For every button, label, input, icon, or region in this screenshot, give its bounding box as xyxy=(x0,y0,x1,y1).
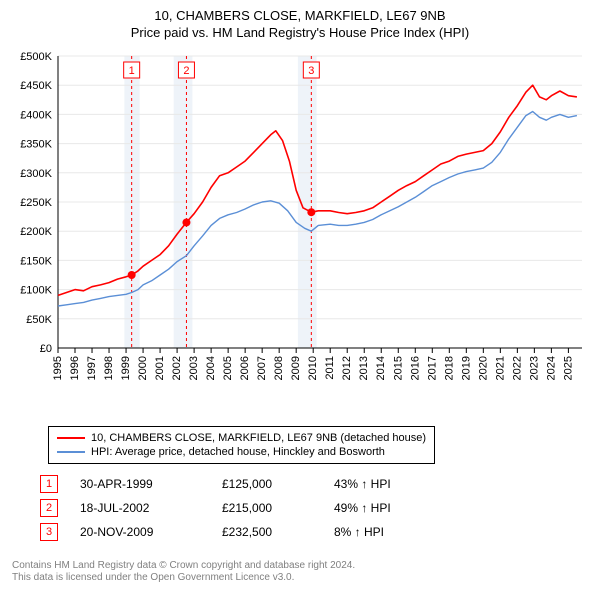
svg-text:1999: 1999 xyxy=(120,356,132,380)
price-chart: £0 £50K £100K £150K £200K £250K £300K £350K £400… xyxy=(10,48,590,418)
legend-item-property: 10, CHAMBERS CLOSE, MARKFIELD, LE67 9NB … xyxy=(57,431,426,445)
svg-text:1: 1 xyxy=(129,65,135,77)
svg-text:2007: 2007 xyxy=(256,356,268,380)
svg-text:£250K: £250K xyxy=(20,197,52,209)
svg-text:£400K: £400K xyxy=(20,109,52,121)
svg-text:£200K: £200K xyxy=(20,226,52,238)
legend-swatch-property xyxy=(57,437,85,439)
svg-text:2017: 2017 xyxy=(426,356,438,380)
legend-label-hpi: HPI: Average price, detached house, Hinc… xyxy=(91,445,385,459)
event-price: £125,000 xyxy=(222,477,312,491)
svg-text:2024: 2024 xyxy=(545,356,557,380)
event-price: £215,000 xyxy=(222,501,312,515)
svg-text:2003: 2003 xyxy=(188,356,200,380)
svg-text:3: 3 xyxy=(308,65,314,77)
svg-text:2014: 2014 xyxy=(375,356,387,380)
svg-text:1995: 1995 xyxy=(52,356,64,380)
event-pct: 43% ↑ HPI xyxy=(334,477,444,491)
svg-text:2020: 2020 xyxy=(477,356,489,380)
page-root: 10, CHAMBERS CLOSE, MARKFIELD, LE67 9NB … xyxy=(0,0,600,590)
transaction-list: 1 30-APR-1999 £125,000 43% ↑ HPI 2 18-JU… xyxy=(40,472,444,544)
svg-text:2010: 2010 xyxy=(307,356,319,380)
svg-text:1998: 1998 xyxy=(103,356,115,380)
svg-text:2001: 2001 xyxy=(154,356,166,380)
svg-text:£50K: £50K xyxy=(26,314,52,326)
attribution-line-2: This data is licensed under the Open Gov… xyxy=(12,572,355,584)
svg-text:2022: 2022 xyxy=(511,356,523,380)
svg-text:£300K: £300K xyxy=(20,168,52,180)
svg-text:1997: 1997 xyxy=(86,356,98,380)
legend-swatch-hpi xyxy=(57,451,85,453)
transaction-row: 2 18-JUL-2002 £215,000 49% ↑ HPI xyxy=(40,496,444,520)
event-date: 20-NOV-2009 xyxy=(80,525,200,539)
svg-text:2: 2 xyxy=(183,65,189,77)
legend-label-property: 10, CHAMBERS CLOSE, MARKFIELD, LE67 9NB … xyxy=(91,431,426,445)
event-marker-3: 3 xyxy=(40,523,58,541)
svg-text:2012: 2012 xyxy=(341,356,353,380)
svg-text:2005: 2005 xyxy=(222,356,234,380)
event-pct: 49% ↑ HPI xyxy=(334,501,444,515)
event-pct: 8% ↑ HPI xyxy=(334,525,444,539)
svg-text:2004: 2004 xyxy=(205,356,217,380)
legend-item-hpi: HPI: Average price, detached house, Hinc… xyxy=(57,445,426,459)
svg-text:2008: 2008 xyxy=(273,356,285,380)
svg-text:2015: 2015 xyxy=(392,356,404,380)
svg-text:2016: 2016 xyxy=(409,356,421,380)
event-marker-2: 2 xyxy=(40,499,58,517)
svg-text:2011: 2011 xyxy=(324,356,336,380)
transaction-row: 3 20-NOV-2009 £232,500 8% ↑ HPI xyxy=(40,520,444,544)
attribution-text: Contains HM Land Registry data © Crown c… xyxy=(12,560,355,584)
svg-text:2000: 2000 xyxy=(137,356,149,380)
chart-title: 10, CHAMBERS CLOSE, MARKFIELD, LE67 9NB xyxy=(0,0,600,23)
svg-text:2023: 2023 xyxy=(528,356,540,380)
event-price: £232,500 xyxy=(222,525,312,539)
svg-text:£350K: £350K xyxy=(20,139,52,151)
transaction-row: 1 30-APR-1999 £125,000 43% ↑ HPI xyxy=(40,472,444,496)
chart-area: £0 £50K £100K £150K £200K £250K £300K £350K £400… xyxy=(10,48,590,418)
event-marker-1: 1 xyxy=(40,475,58,493)
svg-text:£150K: £150K xyxy=(20,255,52,267)
svg-text:£0: £0 xyxy=(40,343,52,355)
svg-text:£450K: £450K xyxy=(20,80,52,92)
svg-text:£500K: £500K xyxy=(20,51,52,63)
attribution-line-1: Contains HM Land Registry data © Crown c… xyxy=(12,560,355,572)
svg-text:2019: 2019 xyxy=(460,356,472,380)
svg-text:2006: 2006 xyxy=(239,356,251,380)
event-date: 18-JUL-2002 xyxy=(80,501,200,515)
svg-text:2013: 2013 xyxy=(358,356,370,380)
event-date: 30-APR-1999 xyxy=(80,477,200,491)
svg-text:2002: 2002 xyxy=(171,356,183,380)
svg-text:2018: 2018 xyxy=(443,356,455,380)
svg-text:2021: 2021 xyxy=(494,356,506,380)
chart-subtitle: Price paid vs. HM Land Registry's House … xyxy=(0,23,600,40)
svg-text:£100K: £100K xyxy=(20,285,52,297)
svg-text:2025: 2025 xyxy=(562,356,574,380)
svg-text:2009: 2009 xyxy=(290,356,302,380)
svg-text:1996: 1996 xyxy=(69,356,81,380)
legend-box: 10, CHAMBERS CLOSE, MARKFIELD, LE67 9NB … xyxy=(48,426,435,464)
